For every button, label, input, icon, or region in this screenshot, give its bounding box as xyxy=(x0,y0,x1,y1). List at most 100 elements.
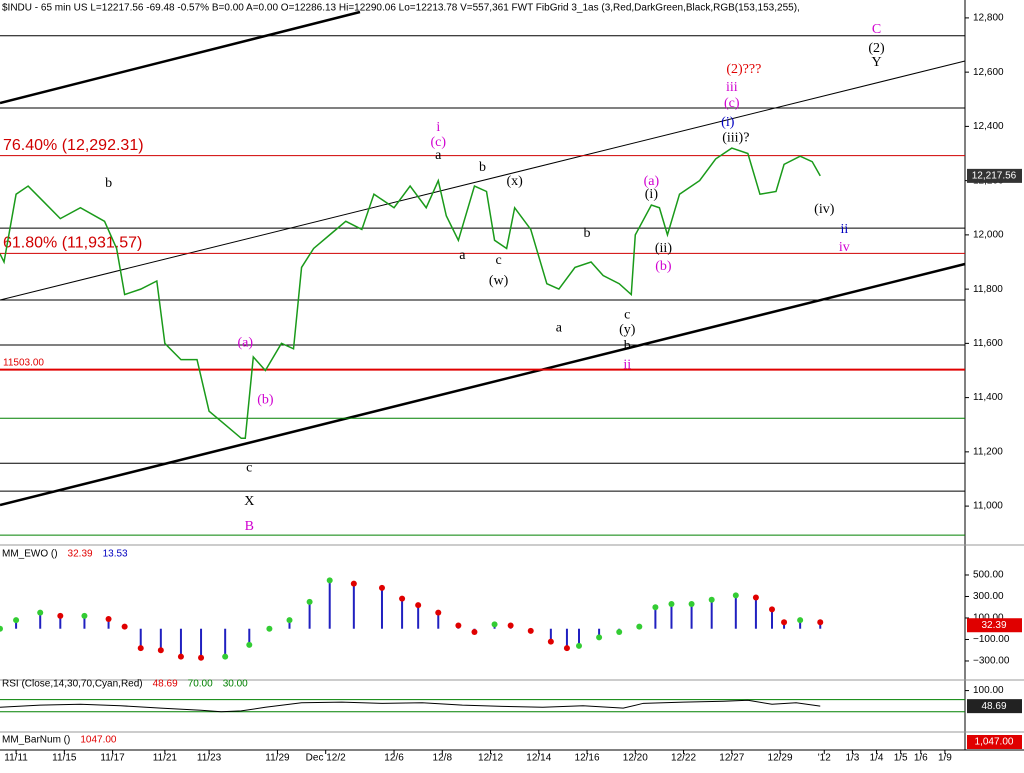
wave-label: (ii) xyxy=(655,241,672,256)
y-tick-label: 12,000 xyxy=(973,230,1004,241)
ewo-dot xyxy=(797,617,804,624)
x-tick-label: 1/6 xyxy=(914,753,928,764)
ewo-dot xyxy=(399,595,406,602)
ewo-dot xyxy=(177,653,184,660)
ewo-dot xyxy=(286,617,293,624)
readout: 70.00 xyxy=(188,679,213,690)
ewo-dot xyxy=(415,602,422,609)
x-tick-label: 12/27 xyxy=(719,753,744,764)
ewo-dot xyxy=(576,642,582,649)
ewo-dot xyxy=(0,625,3,632)
wave-label: C xyxy=(872,22,881,37)
value-box xyxy=(967,735,1022,749)
level-label: 61.80% (11,931.57) xyxy=(3,235,142,252)
ewo-dot xyxy=(732,592,739,599)
x-tick-label: 11/29 xyxy=(265,753,290,764)
ewo-dot xyxy=(246,641,253,648)
x-tick-label: 11/21 xyxy=(153,753,178,764)
y-tick-label: 11,000 xyxy=(973,501,1003,512)
ewo-dot xyxy=(266,625,273,632)
ewo-dot xyxy=(688,601,695,608)
y-tick-label: 11,200 xyxy=(973,446,1003,457)
value-box xyxy=(967,168,1022,183)
ewo-dot xyxy=(596,634,603,641)
y-tick-label: 11,800 xyxy=(973,284,1003,295)
wave-label: (b) xyxy=(257,393,274,408)
wave-label: (x) xyxy=(507,174,524,189)
ewo-dot xyxy=(652,604,659,611)
x-tick-label: 12/16 xyxy=(575,753,600,764)
y-tick-label: 12,600 xyxy=(973,67,1004,78)
panel-title: RSI (Close,14,30,70,Cyan,Red) xyxy=(2,679,143,690)
y-tick-label: 12,800 xyxy=(973,13,1004,24)
wave-label: (2) xyxy=(868,41,885,56)
y-tick-label: 100.00 xyxy=(973,685,1004,696)
ewo-dot xyxy=(471,628,478,635)
x-tick-label: 12/6 xyxy=(384,753,404,764)
wave-label: (iii)? xyxy=(722,130,749,145)
x-tick-label: 1/4 xyxy=(870,753,884,764)
x-tick-label: 12/8 xyxy=(433,753,453,764)
y-tick-label: 500.00 xyxy=(973,570,1004,581)
value-box-label: 1,047.00 xyxy=(975,737,1014,748)
value-box-label: 48.69 xyxy=(981,701,1006,712)
ewo-dot xyxy=(435,609,442,616)
price-line xyxy=(0,147,821,440)
wave-label: (c) xyxy=(430,135,446,150)
wave-label: (a) xyxy=(644,174,660,189)
value-box-label: 32.39 xyxy=(981,620,1006,631)
wave-label: (iv) xyxy=(814,202,835,217)
wave-label: b xyxy=(479,160,486,175)
ewo-dot xyxy=(636,623,643,630)
x-tick-label: 11/17 xyxy=(100,753,125,764)
x-tick-label: 12/14 xyxy=(526,753,551,764)
x-tick-label: 12/29 xyxy=(768,753,793,764)
ewo-dot xyxy=(527,627,534,634)
wave-label: (i) xyxy=(721,115,735,130)
y-tick-label: 100.00 xyxy=(973,613,1004,624)
ewo-dot xyxy=(121,623,128,630)
ewo-dot xyxy=(350,580,357,587)
x-tick-label: 1/5 xyxy=(894,753,908,764)
ewo-dot xyxy=(668,601,675,608)
y-tick-label: −300.00 xyxy=(973,656,1010,667)
wave-label: b xyxy=(105,176,112,191)
readout: 32.39 xyxy=(68,549,93,560)
ewo-dot xyxy=(547,638,554,645)
y-tick-label: −100.00 xyxy=(973,634,1010,645)
x-tick-label: 12/22 xyxy=(671,753,696,764)
x-tick-label: 11/15 xyxy=(52,753,77,764)
header: $INDU - 65 min US L=12217.56 -69.48 -0.5… xyxy=(2,3,800,14)
wave-label: a xyxy=(556,321,563,336)
wave-label: ii xyxy=(623,358,631,373)
wave-label: ii xyxy=(840,222,848,237)
wave-label: a xyxy=(435,148,442,163)
panel-title: MM_EWO () xyxy=(2,549,58,560)
trend-line xyxy=(0,262,966,507)
y-tick-label: 11,400 xyxy=(973,392,1003,403)
wave-label: c xyxy=(246,461,252,476)
wave-label: (c) xyxy=(724,96,740,111)
trend-line xyxy=(0,10,361,105)
wave-label: (w) xyxy=(489,274,509,289)
ewo-dot xyxy=(817,619,824,626)
ewo-dot xyxy=(57,612,64,619)
wave-label: (a) xyxy=(237,336,253,351)
ewo-dot xyxy=(157,647,164,654)
wave-label: (y) xyxy=(619,323,636,338)
y-tick-label: 11,600 xyxy=(973,338,1003,349)
x-tick-label: 12/12 xyxy=(478,753,503,764)
value-box-label: 12,217.56 xyxy=(972,171,1017,182)
x-tick-label: 1/3 xyxy=(845,753,859,764)
x-tick-label: 12/20 xyxy=(623,753,648,764)
readout: 1047.00 xyxy=(80,735,117,746)
value-box xyxy=(967,618,1022,633)
wave-label: c xyxy=(624,308,630,323)
ewo-dot xyxy=(708,596,715,603)
ewo-dot xyxy=(81,612,88,619)
wave-label: i xyxy=(436,120,440,135)
ewo-dot xyxy=(507,622,514,629)
rsi-line xyxy=(0,699,821,713)
